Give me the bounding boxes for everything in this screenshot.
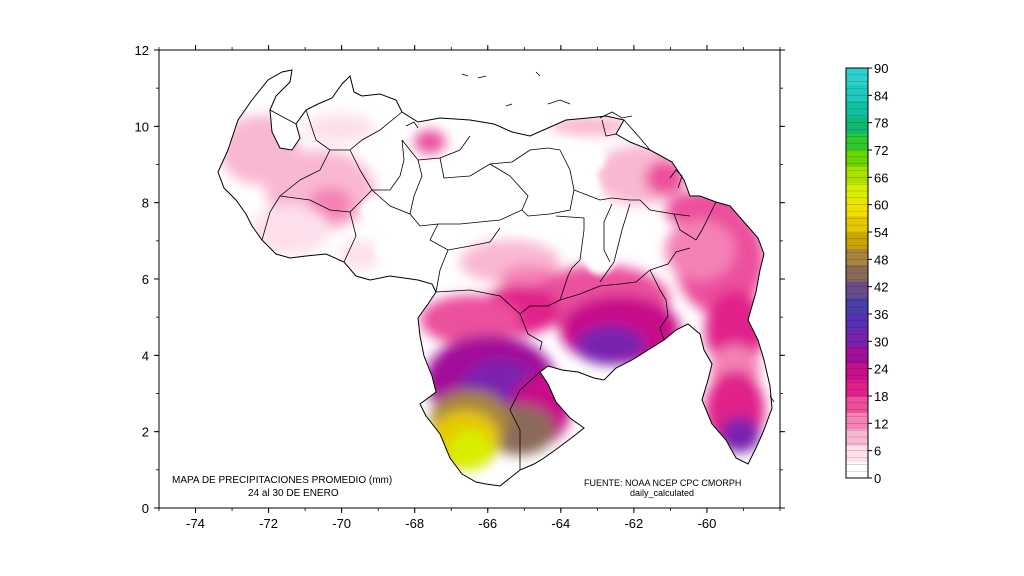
colorbar-swatch: [846, 428, 868, 446]
map-title-line1: MAPA DE PRECIPITACIONES PROMEDIO (mm): [172, 475, 392, 486]
x-tick-label: -60: [698, 516, 717, 531]
colorbar-swatch: [846, 199, 868, 217]
y-tick-label: 0: [142, 501, 149, 516]
colorbar-swatch: [846, 215, 868, 233]
state-borders: [261, 109, 717, 470]
x-tick-label: -70: [332, 516, 351, 531]
colorbar-swatch: [846, 150, 868, 167]
colorbar-swatch: [846, 281, 868, 299]
colorbar-swatch: [846, 330, 868, 348]
colorbar-swatch: [846, 379, 868, 397]
x-tick-label: -66: [478, 516, 497, 531]
colorbar-swatch: [846, 182, 868, 200]
colorbar-swatch: [846, 248, 868, 266]
colorbar-tick-label: 90: [874, 61, 888, 76]
colorbar-tick-label: 60: [874, 198, 888, 213]
y-tick-label: 4: [142, 348, 149, 363]
colorbar-swatch: [846, 117, 868, 135]
x-tick-label: -62: [624, 516, 643, 531]
colorbar-swatch: [846, 166, 868, 184]
colorbar-tick-label: 78: [874, 116, 888, 131]
islands: [405, 71, 775, 403]
y-axis: 0 2 4 6 8 10 12: [135, 43, 785, 516]
y-tick-label: 12: [135, 43, 149, 58]
colorbar-swatch: [846, 346, 868, 364]
x-axis: -74 -72 -70 -68 -66 -64 -62 -60: [158, 45, 781, 531]
map-title-line2: 24 al 30 DE ENERO: [248, 488, 339, 499]
colorbar-frame: [845, 67, 869, 479]
source-line1: FUENTE: NOAA NCEP CPC CMORPH: [584, 478, 741, 488]
y-tick-label: 6: [142, 272, 149, 287]
x-tick-label: -72: [259, 516, 278, 531]
colorbar: 0 6 12 18 24 30 36 42 48 54 60 66 72 78 84 90: [845, 61, 888, 486]
colorbar-tick-label: 72: [874, 143, 888, 158]
colorbar-tick-label: 48: [874, 252, 888, 267]
colorbar-swatch: [846, 232, 868, 249]
y-tick-label: 10: [135, 119, 149, 134]
y-tick-label: 2: [142, 425, 149, 440]
colorbar-swatch: [846, 396, 868, 413]
colorbar-tick-label: 24: [874, 362, 888, 377]
colorbar-swatch: [846, 314, 868, 331]
colorbar-tick-label: 42: [874, 280, 888, 295]
colorbar-swatch: [846, 363, 868, 381]
colorbar-swatch: [846, 297, 868, 315]
source-line2: daily_calculated: [630, 488, 694, 498]
colorbar-swatch: [846, 445, 868, 463]
colorbar-tick-label: 54: [874, 225, 888, 240]
colorbar-tick-label: 6: [874, 444, 881, 459]
colorbar-tick-label: 0: [874, 471, 881, 486]
colorbar-swatch: [846, 100, 868, 118]
colorbar-swatch: [846, 264, 868, 282]
colorbar-tick-label: 66: [874, 170, 888, 185]
colorbar-tick-label: 12: [874, 416, 888, 431]
colorbar-tick-label: 84: [874, 88, 888, 103]
colorbar-tick-label: 18: [874, 389, 888, 404]
y-tick-label: 8: [142, 196, 149, 211]
x-tick-label: -64: [551, 516, 570, 531]
colorbar-swatch: [846, 133, 868, 151]
colorbar-swatch: [846, 412, 868, 430]
colorbar-swatch: [846, 68, 868, 85]
colorbar-tick-label: 30: [874, 334, 888, 349]
colorbar-swatch: [846, 84, 868, 102]
x-tick-label: -68: [405, 516, 424, 531]
colorbar-tick-label: 36: [874, 307, 888, 322]
x-tick-label: -74: [186, 516, 205, 531]
colorbar-swatch: [846, 461, 868, 479]
